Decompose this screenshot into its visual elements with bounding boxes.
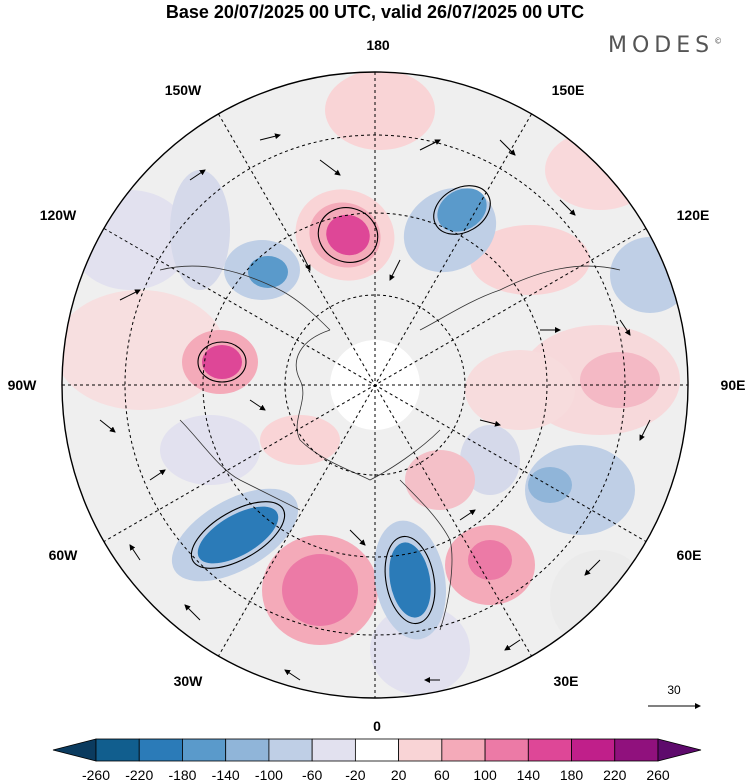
colorbar-swatch [52, 738, 97, 762]
colorbar-label: -20 [345, 767, 365, 783]
lon-label-90e: 90E [721, 377, 746, 393]
colorbar-label: 100 [473, 767, 497, 783]
colorbar-swatch [484, 738, 529, 762]
lon-label-120w: 120W [40, 207, 77, 223]
reference-vector-label: 30 [667, 683, 681, 697]
modes-logo: MODES© [608, 33, 722, 58]
colorbar-label: 140 [517, 767, 541, 783]
colorbar-label: 60 [434, 767, 450, 783]
colorbar-swatch [614, 738, 659, 762]
colorbar: -260 -220 -180 -140 -100 -60 -20 20 60 100 140 180 2… [52, 738, 702, 783]
colorbar-label: 260 [646, 767, 670, 783]
logo-mark: © [714, 36, 723, 46]
colorbar-label: 20 [391, 767, 407, 783]
colorbar-label: -100 [255, 767, 283, 783]
lon-label-90w: 90W [8, 377, 38, 393]
contours [190, 185, 491, 625]
colorbar-swatch [354, 738, 400, 762]
colorbar-swatch [657, 738, 702, 762]
lon-label-30e: 30E [554, 673, 579, 689]
logo-text: MODES [608, 33, 715, 58]
colorbar-swatch [138, 738, 183, 762]
colorbar-label: -260 [82, 767, 110, 783]
lon-label-0: 0 [373, 718, 381, 734]
lon-label-150e: 150E [552, 82, 585, 98]
map-boundary [61, 71, 689, 699]
reference-vector: 30 [648, 683, 701, 709]
colorbar-label: -60 [302, 767, 322, 783]
colorbar-swatch [571, 738, 616, 762]
colorbar-swatch [225, 738, 270, 762]
colorbar-label: -220 [125, 767, 153, 783]
graticule [62, 72, 688, 698]
lon-label-60w: 60W [49, 547, 79, 563]
lon-label-30w: 30W [174, 673, 204, 689]
colorbar-swatch [311, 738, 356, 762]
colorbar-label: -140 [212, 767, 240, 783]
colorbar-swatch [268, 738, 313, 762]
colorbar-label: -180 [168, 767, 196, 783]
colorbar-label: 180 [560, 767, 584, 783]
lon-label-150w: 150W [165, 82, 202, 98]
colorbar-swatch [182, 738, 227, 762]
colorbar-swatch [441, 738, 486, 762]
map-title: Base 20/07/2025 00 UTC, valid 26/07/2025… [165, 2, 585, 22]
colorbar-label: 220 [603, 767, 627, 783]
lon-label-180: 180 [366, 37, 390, 53]
colorbar-swatch [527, 738, 572, 762]
longitude-labels: 180 150W 150E 120W 120E 90W 90E 60W 60E … [8, 37, 746, 734]
lon-label-60e: 60E [677, 547, 702, 563]
lon-label-120e: 120E [677, 207, 710, 223]
colorbar-swatch [95, 738, 140, 762]
colorbar-swatch [398, 738, 443, 762]
wind-vectors [99, 133, 651, 683]
anomaly-field [62, 72, 688, 698]
